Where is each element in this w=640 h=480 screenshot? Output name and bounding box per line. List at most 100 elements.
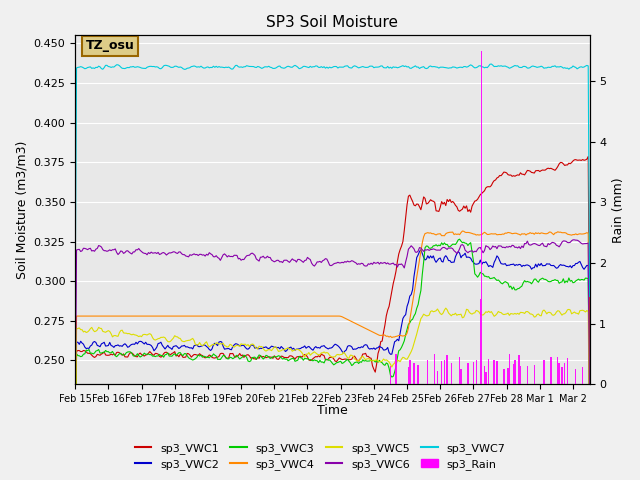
Bar bbox=[476, 360, 477, 384]
Bar bbox=[436, 371, 438, 384]
sp3_VWC5 bbox=[154, 336, 162, 342]
sp3_VWC3 bbox=[541, 276, 549, 282]
Bar bbox=[444, 360, 445, 384]
Bar bbox=[481, 50, 483, 384]
sp3_VWC4 bbox=[580, 231, 588, 237]
sp3_VWC7 bbox=[541, 65, 549, 71]
Bar bbox=[559, 363, 560, 384]
Bar bbox=[508, 368, 509, 384]
sp3_VWC3 bbox=[586, 437, 593, 443]
sp3_VWC4 bbox=[71, 460, 79, 466]
sp3_VWC5 bbox=[157, 335, 164, 340]
Bar bbox=[396, 354, 397, 384]
Bar bbox=[413, 363, 415, 384]
Bar bbox=[467, 363, 468, 384]
Bar bbox=[447, 355, 448, 384]
sp3_VWC1 bbox=[154, 351, 162, 357]
Bar bbox=[473, 361, 474, 384]
sp3_VWC4 bbox=[541, 231, 549, 237]
Y-axis label: Soil Moisture (m3/m3): Soil Moisture (m3/m3) bbox=[15, 141, 28, 279]
Bar bbox=[550, 357, 552, 384]
Bar bbox=[441, 361, 442, 384]
Bar bbox=[417, 365, 419, 384]
sp3_VWC3 bbox=[154, 353, 162, 359]
Line: sp3_VWC3: sp3_VWC3 bbox=[75, 239, 589, 480]
sp3_VWC6 bbox=[154, 250, 162, 255]
Y-axis label: Rain (mm): Rain (mm) bbox=[612, 177, 625, 242]
sp3_VWC6 bbox=[569, 237, 577, 243]
sp3_VWC6 bbox=[580, 241, 588, 247]
Bar bbox=[451, 363, 452, 384]
sp3_VWC5 bbox=[586, 456, 593, 462]
Bar bbox=[484, 366, 485, 384]
sp3_VWC5 bbox=[541, 309, 549, 314]
sp3_VWC4 bbox=[96, 313, 104, 319]
sp3_VWC7 bbox=[96, 64, 104, 70]
sp3_VWC4 bbox=[154, 313, 162, 319]
sp3_VWC7 bbox=[154, 64, 162, 70]
Bar bbox=[493, 360, 495, 384]
Line: sp3_VWC1: sp3_VWC1 bbox=[75, 156, 589, 480]
Bar bbox=[427, 360, 429, 384]
sp3_VWC4 bbox=[210, 313, 218, 319]
sp3_VWC6 bbox=[540, 243, 548, 249]
sp3_VWC7 bbox=[157, 66, 164, 72]
Bar bbox=[534, 365, 535, 384]
Line: sp3_VWC2: sp3_VWC2 bbox=[75, 250, 589, 479]
sp3_VWC2 bbox=[586, 427, 593, 432]
sp3_VWC6 bbox=[157, 251, 164, 257]
sp3_VWC6 bbox=[71, 418, 79, 423]
Bar bbox=[485, 372, 486, 384]
sp3_VWC7 bbox=[586, 294, 593, 300]
sp3_VWC1 bbox=[586, 353, 593, 359]
Bar bbox=[557, 357, 559, 384]
Bar bbox=[543, 360, 545, 384]
sp3_VWC5 bbox=[580, 308, 588, 314]
sp3_VWC3 bbox=[210, 351, 218, 357]
sp3_VWC1 bbox=[579, 156, 586, 162]
sp3_VWC1 bbox=[157, 354, 164, 360]
Bar bbox=[434, 354, 435, 384]
sp3_VWC6 bbox=[96, 243, 104, 249]
sp3_VWC2 bbox=[157, 339, 164, 345]
sp3_VWC5 bbox=[210, 341, 218, 347]
sp3_VWC2 bbox=[154, 341, 162, 347]
sp3_VWC7 bbox=[210, 63, 218, 69]
sp3_VWC4 bbox=[157, 313, 164, 319]
sp3_VWC5 bbox=[71, 469, 79, 475]
sp3_VWC3 bbox=[157, 353, 164, 359]
Bar bbox=[496, 361, 498, 384]
Line: sp3_VWC7: sp3_VWC7 bbox=[75, 64, 589, 298]
sp3_VWC4 bbox=[586, 404, 593, 410]
sp3_VWC1 bbox=[96, 352, 104, 358]
sp3_VWC2 bbox=[417, 247, 425, 252]
sp3_VWC2 bbox=[210, 342, 218, 348]
Bar bbox=[503, 369, 504, 384]
Bar bbox=[564, 363, 565, 384]
Bar bbox=[575, 369, 577, 384]
sp3_VWC2 bbox=[71, 476, 79, 480]
Legend: sp3_VWC1, sp3_VWC2, sp3_VWC3, sp3_VWC4, sp3_VWC5, sp3_VWC6, sp3_VWC7, sp3_Rain: sp3_VWC1, sp3_VWC2, sp3_VWC3, sp3_VWC4, … bbox=[130, 438, 510, 474]
X-axis label: Time: Time bbox=[317, 404, 348, 417]
sp3_VWC2 bbox=[580, 266, 588, 272]
sp3_VWC6 bbox=[586, 412, 593, 418]
sp3_VWC4 bbox=[458, 228, 466, 234]
sp3_VWC6 bbox=[210, 254, 218, 260]
sp3_VWC5 bbox=[96, 325, 104, 331]
Title: SP3 Soil Moisture: SP3 Soil Moisture bbox=[266, 15, 398, 30]
Bar bbox=[390, 366, 391, 384]
sp3_VWC2 bbox=[541, 263, 549, 268]
Bar bbox=[409, 360, 410, 384]
sp3_VWC1 bbox=[540, 168, 548, 173]
sp3_VWC1 bbox=[210, 355, 218, 361]
Bar bbox=[408, 367, 409, 384]
Bar bbox=[513, 364, 514, 384]
Line: sp3_VWC6: sp3_VWC6 bbox=[75, 240, 589, 420]
Bar bbox=[488, 359, 490, 384]
sp3_VWC3 bbox=[96, 350, 104, 356]
Bar bbox=[567, 358, 568, 384]
Bar bbox=[459, 357, 460, 384]
Bar bbox=[460, 369, 461, 384]
Line: sp3_VWC5: sp3_VWC5 bbox=[75, 308, 589, 472]
sp3_VWC2 bbox=[96, 344, 104, 349]
